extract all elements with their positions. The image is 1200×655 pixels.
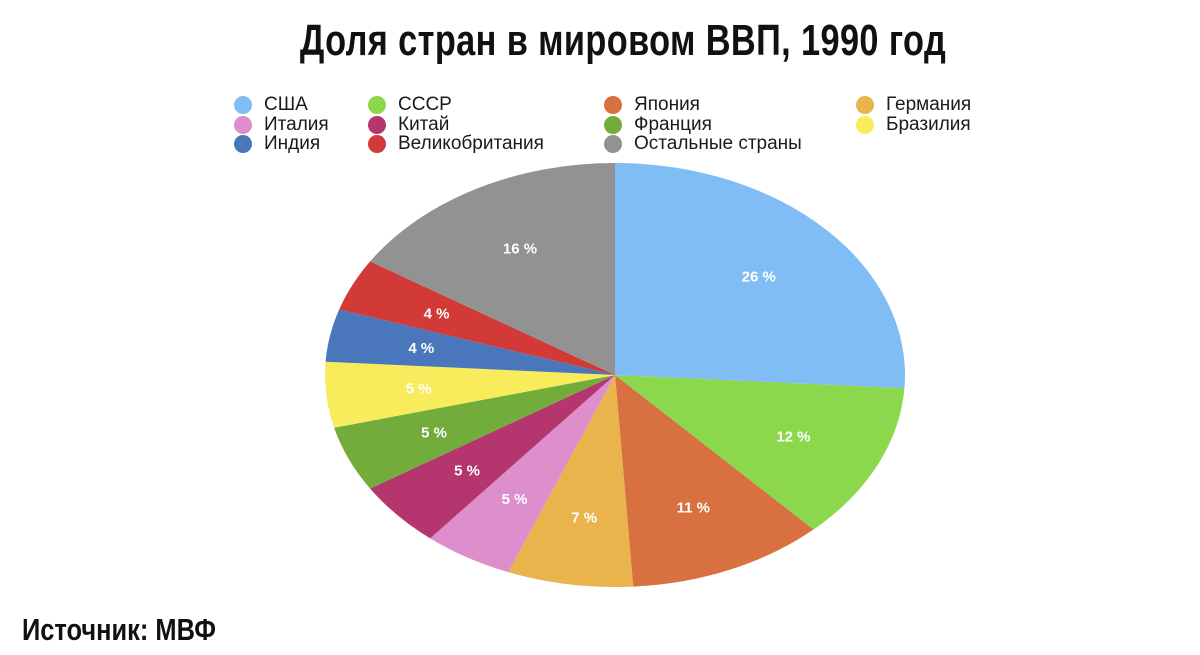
legend-swatch (604, 116, 622, 134)
legend: США СССР Япония Германия Италия Китай Франция Б… (0, 0, 1200, 160)
pie-slice (508, 375, 634, 587)
legend-item: Китай (368, 114, 450, 135)
legend-label: Италия (264, 114, 329, 135)
legend-label: Германия (886, 94, 972, 115)
legend-swatch (234, 135, 252, 153)
pie-slice (370, 163, 615, 375)
legend-swatch (856, 116, 874, 134)
pie-slice (615, 375, 905, 530)
slice-data-label: 5 % (502, 491, 528, 508)
legend-item: Бразилия (856, 114, 971, 135)
legend-label: Индия (264, 133, 321, 154)
legend-item: Остальные страны (604, 133, 802, 154)
legend-label: Остальные страны (634, 133, 802, 154)
legend-item: США (234, 94, 308, 115)
legend-label: США (264, 94, 308, 115)
legend-label: Франция (634, 114, 712, 135)
legend-swatch (604, 96, 622, 114)
slice-data-label: 4 % (424, 306, 450, 323)
legend-label: Великобритания (398, 133, 544, 154)
chart-title: Доля стран в мировом ВВП, 1990 год (299, 16, 947, 65)
legend-item: Франция (604, 114, 712, 135)
slice-data-label: 5 % (421, 424, 447, 441)
pie-slice (615, 163, 905, 389)
pie-slice (325, 309, 615, 375)
legend-item: Германия (856, 94, 972, 115)
legend-item: Япония (604, 94, 700, 115)
pie-slice (370, 375, 615, 539)
pie-slice (334, 375, 615, 489)
legend-item: Индия (234, 133, 321, 154)
legend-item: СССР (368, 94, 452, 115)
source-note: Источник: МВФ (22, 612, 217, 647)
legend-swatch (368, 116, 386, 134)
legend-label: Япония (634, 94, 700, 115)
legend-swatch (604, 135, 622, 153)
slice-data-label: 16 % (503, 241, 537, 258)
legend-label: Бразилия (886, 114, 971, 135)
slice-data-label: 12 % (776, 428, 810, 445)
slice-data-label: 11 % (677, 499, 710, 516)
legend-label: СССР (398, 94, 452, 115)
pie-slice (324, 361, 615, 428)
legend-swatch (368, 135, 386, 153)
legend-swatch (368, 96, 386, 114)
slice-data-label: 4 % (408, 340, 434, 357)
pie-slice (430, 375, 615, 573)
slice-data-label: 7 % (571, 509, 597, 526)
legend-label: Китай (398, 114, 450, 135)
pie-slice (615, 375, 814, 587)
legend-item: Великобритания (368, 133, 544, 154)
pie-slice (339, 261, 615, 375)
slice-data-label: 5 % (454, 462, 480, 479)
legend-item: Италия (234, 114, 329, 135)
slice-data-label: 26 % (742, 268, 776, 285)
legend-swatch (234, 96, 252, 114)
legend-swatch (856, 96, 874, 114)
slice-data-label: 5 % (406, 381, 432, 398)
legend-swatch (234, 116, 252, 134)
